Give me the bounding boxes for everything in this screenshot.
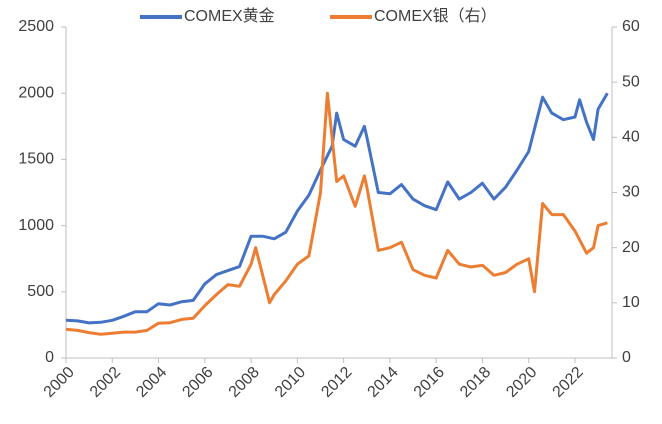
legend-label: COMEX银（右） xyxy=(374,7,497,25)
y2-tick-label: 40 xyxy=(622,129,640,146)
x-tick-label: 2002 xyxy=(87,364,124,401)
y-tick-label: 1500 xyxy=(18,151,54,168)
y2-tick-label: 60 xyxy=(622,18,640,35)
series-line xyxy=(65,91,608,336)
legend-label: COMEX黄金 xyxy=(184,7,275,25)
y-tick-label: 500 xyxy=(27,283,54,300)
x-tick-label: 2014 xyxy=(365,364,402,401)
x-tick-label: 2022 xyxy=(550,364,587,401)
x-tick-label: 2012 xyxy=(318,364,355,401)
y-tick-label: 0 xyxy=(45,349,54,366)
x-tick-label: 2016 xyxy=(411,364,448,401)
x-tick-label: 2010 xyxy=(272,364,309,401)
y2-tick-label: 30 xyxy=(622,184,640,201)
y2-tick-label: 0 xyxy=(622,349,631,366)
y2-tick-label: 20 xyxy=(622,239,640,256)
x-tick-label: 2008 xyxy=(226,364,263,401)
y2-tick-label: 10 xyxy=(622,294,640,311)
x-tick-label: 2018 xyxy=(457,364,494,401)
y-tick-label: 2000 xyxy=(18,84,54,101)
series-line xyxy=(65,92,609,325)
y-tick-label: 1000 xyxy=(18,217,54,234)
y-tick-label: 2500 xyxy=(18,18,54,35)
y2-tick-label: 50 xyxy=(622,73,640,90)
x-tick-label: 2000 xyxy=(41,364,78,401)
x-tick-label: 2006 xyxy=(179,364,216,401)
x-tick-label: 2004 xyxy=(133,364,170,401)
x-tick-label: 2020 xyxy=(503,364,540,401)
